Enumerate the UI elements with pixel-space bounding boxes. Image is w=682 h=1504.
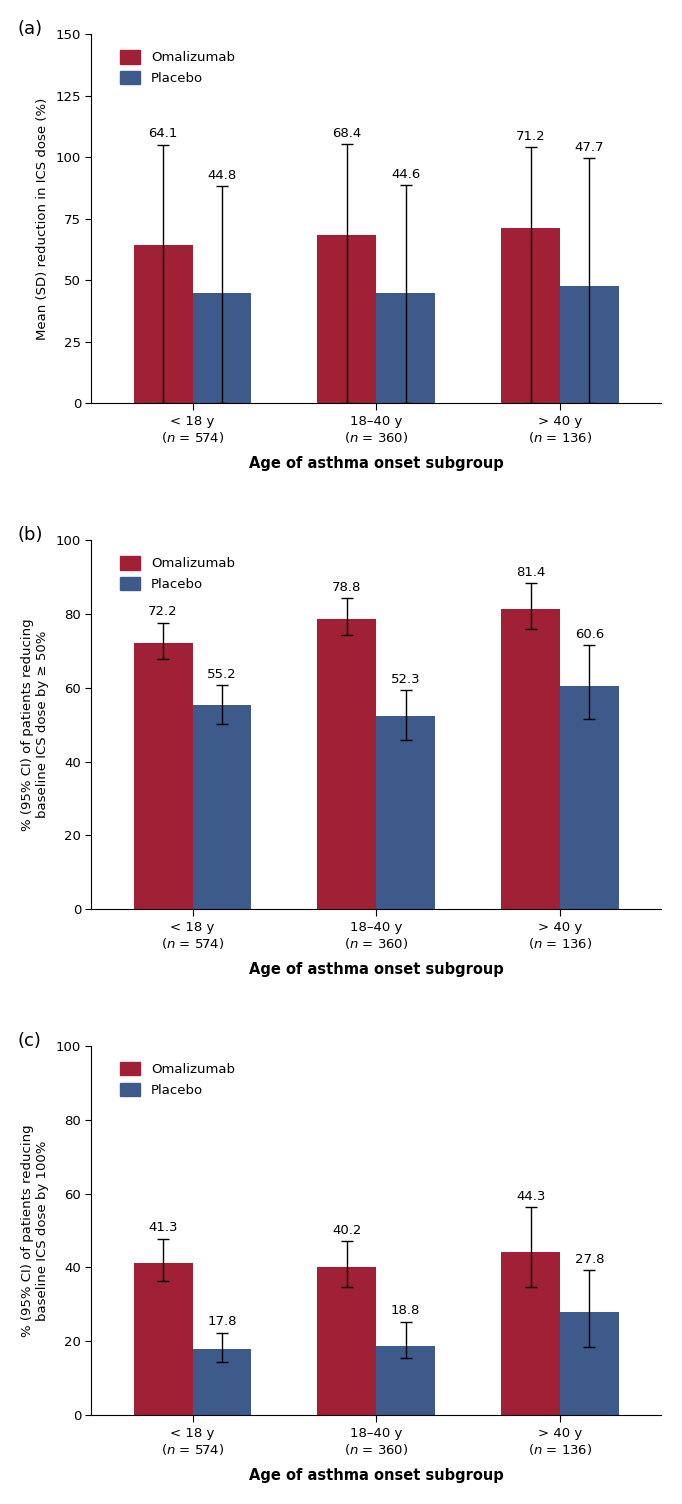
Text: 68.4: 68.4 (332, 126, 361, 140)
Bar (376, 1346, 435, 1415)
Bar (318, 235, 376, 403)
Bar (376, 293, 435, 403)
Text: (a): (a) (17, 20, 42, 38)
Y-axis label: Mean (SD) reduction in ICS dose (%): Mean (SD) reduction in ICS dose (%) (35, 98, 48, 340)
Legend: Omalizumab, Placebo: Omalizumab, Placebo (115, 45, 240, 90)
Text: (c): (c) (17, 1032, 41, 1050)
Bar (560, 686, 619, 908)
Bar (192, 705, 252, 908)
X-axis label: Age of asthma onset subgroup: Age of asthma onset subgroup (249, 963, 504, 978)
Text: 64.1: 64.1 (149, 128, 178, 140)
X-axis label: Age of asthma onset subgroup: Age of asthma onset subgroup (249, 1468, 504, 1483)
Bar (376, 716, 435, 908)
Y-axis label: % (95% CI) of patients reducing
baseline ICS dose by 100%: % (95% CI) of patients reducing baseline… (21, 1125, 49, 1337)
Text: 47.7: 47.7 (575, 140, 604, 153)
Text: 78.8: 78.8 (332, 581, 361, 594)
Text: 60.6: 60.6 (575, 627, 604, 641)
Bar (134, 642, 192, 908)
Text: 44.8: 44.8 (207, 168, 237, 182)
Text: 18.8: 18.8 (391, 1304, 420, 1318)
Text: 55.2: 55.2 (207, 668, 237, 681)
Y-axis label: % (95% CI) of patients reducing
baseline ICS dose by ≥ 50%: % (95% CI) of patients reducing baseline… (21, 618, 49, 832)
Bar (318, 618, 376, 908)
Text: 41.3: 41.3 (149, 1221, 178, 1235)
Bar (501, 1251, 560, 1415)
Bar (560, 286, 619, 403)
Bar (501, 229, 560, 403)
Legend: Omalizumab, Placebo: Omalizumab, Placebo (115, 1057, 240, 1102)
Text: 40.2: 40.2 (332, 1224, 361, 1236)
Text: 17.8: 17.8 (207, 1316, 237, 1328)
Bar (134, 245, 192, 403)
Text: 44.6: 44.6 (391, 168, 420, 180)
Text: 44.3: 44.3 (516, 1190, 546, 1203)
Text: 81.4: 81.4 (516, 566, 546, 579)
X-axis label: Age of asthma onset subgroup: Age of asthma onset subgroup (249, 456, 504, 471)
Bar (134, 1263, 192, 1415)
Legend: Omalizumab, Placebo: Omalizumab, Placebo (115, 550, 240, 596)
Bar (192, 1349, 252, 1415)
Text: 52.3: 52.3 (391, 672, 421, 686)
Bar (318, 1266, 376, 1415)
Bar (192, 293, 252, 403)
Bar (560, 1313, 619, 1415)
Text: (b): (b) (17, 526, 43, 543)
Text: 27.8: 27.8 (575, 1253, 604, 1266)
Bar (501, 609, 560, 908)
Text: 71.2: 71.2 (516, 129, 546, 143)
Text: 72.2: 72.2 (148, 605, 178, 618)
